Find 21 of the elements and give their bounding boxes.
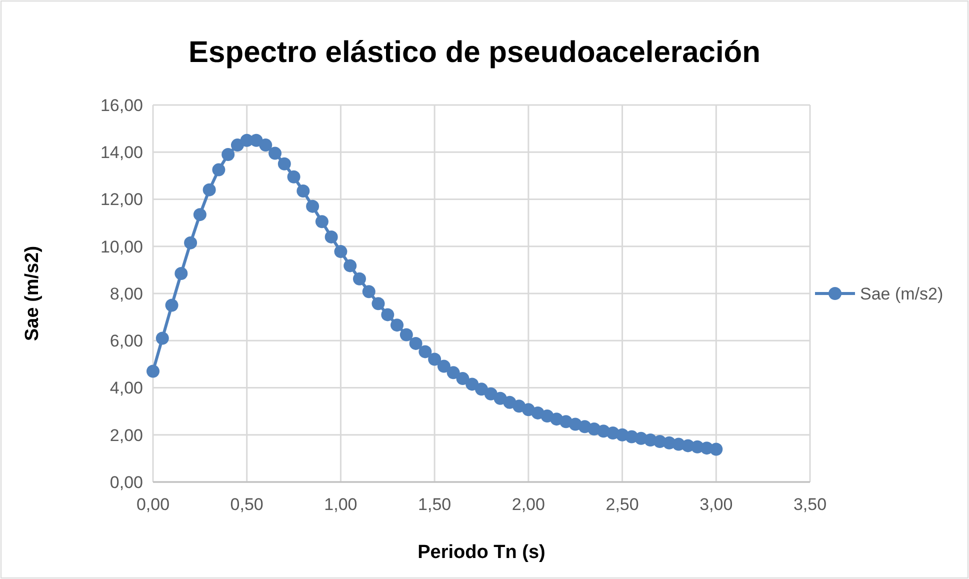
y-tick-label: 10,00 [100,237,143,256]
x-tick-label: 0,50 [230,495,264,514]
y-tick-label: 4,00 [110,378,143,398]
x-tick-label: 1,00 [324,495,358,514]
y-tick-label: 8,00 [110,284,143,304]
y-tick-label: 14,00 [100,143,143,162]
y-tick-label: 6,00 [110,332,143,351]
y-tick-label: 12,00 [100,190,143,210]
chart-title: Espectro elástico de pseudoaceleración [188,36,760,69]
y-tick-label: 0,00 [110,472,143,492]
x-tick-label: 3,50 [793,495,827,514]
y-tick-label: 16,00 [100,96,143,115]
x-tick-label: 1,50 [418,495,452,514]
y-tick-label: 2,00 [110,426,143,445]
x-tick-label: 2,50 [606,495,639,514]
legend-label: Sae (m/s2) [860,284,944,304]
y-axis-title: Sae (m/s2) [22,246,43,342]
x-tick-label: 3,00 [700,495,733,514]
x-tick-label: 2,00 [512,495,545,514]
x-axis-title: Periodo Tn (s) [418,542,546,563]
x-tick-label: 0,00 [136,495,170,514]
